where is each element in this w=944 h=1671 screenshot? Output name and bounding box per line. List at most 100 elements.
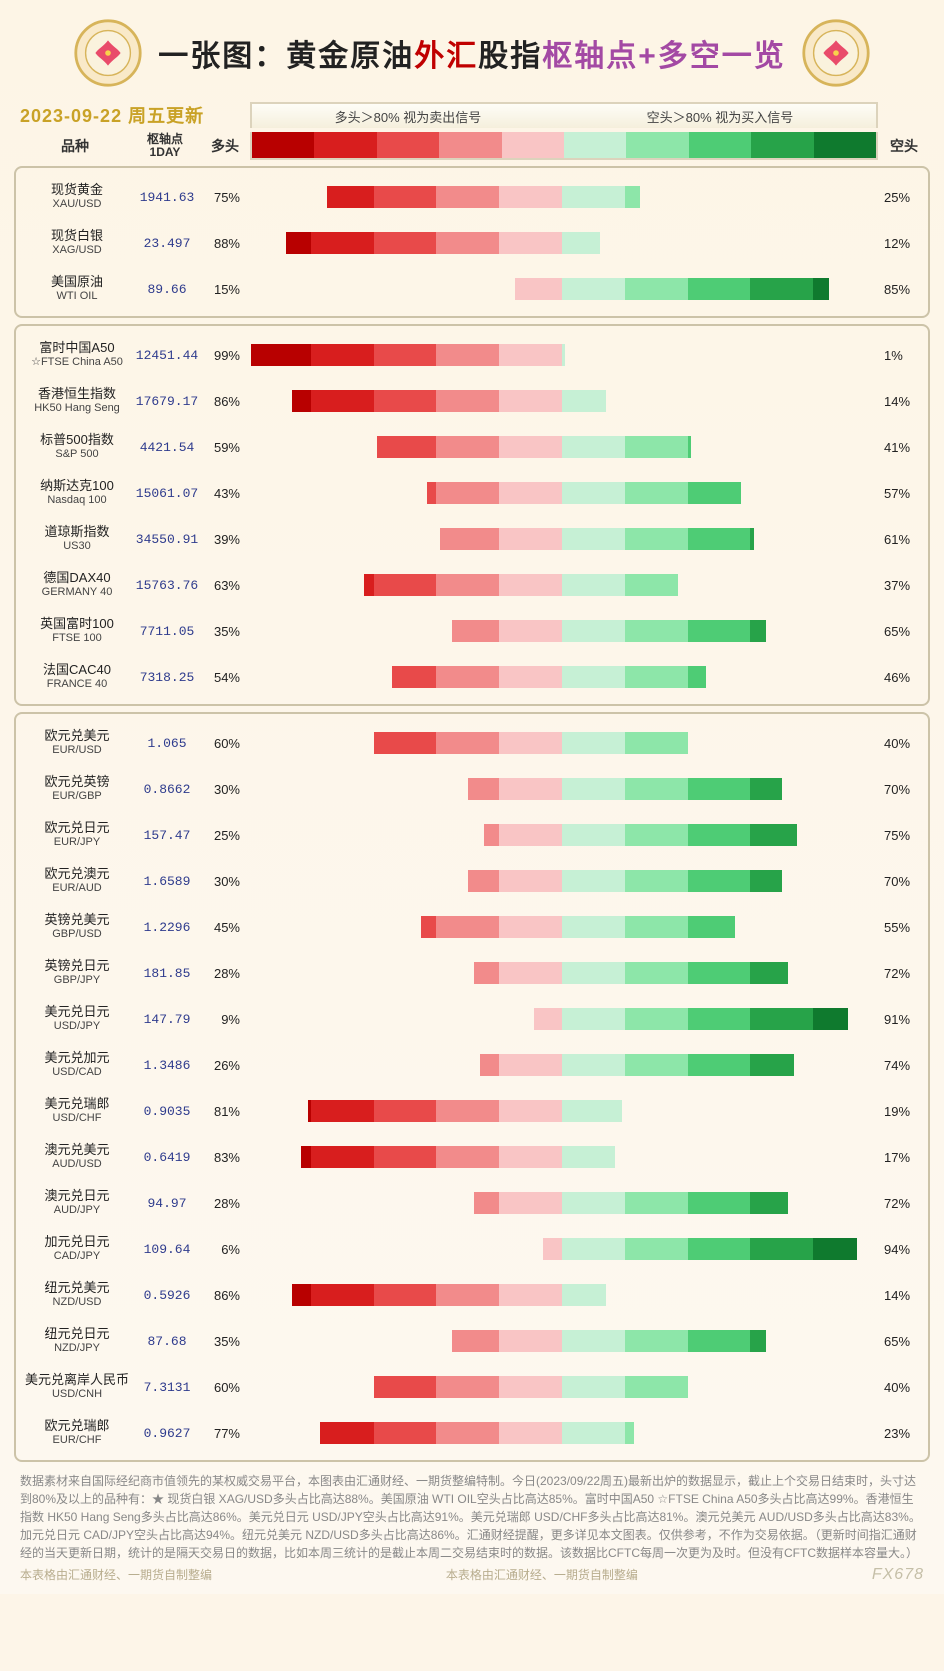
col-long: 多头: [200, 136, 250, 156]
short-bar: [562, 436, 691, 458]
short-pct: 25%: [880, 190, 922, 205]
long-bar: [286, 232, 562, 254]
bar-zone: [248, 1052, 876, 1078]
bar-segment: [562, 1054, 625, 1076]
bar-segment: [499, 666, 562, 688]
pivot-value: 109.64: [132, 1242, 202, 1257]
long-pct: 77%: [202, 1426, 244, 1441]
bar-segment: [499, 1146, 562, 1168]
bar-segment: [813, 1238, 857, 1260]
bar-zone: [248, 480, 876, 506]
short-pct: 57%: [880, 486, 922, 501]
bar-segment: [499, 1422, 562, 1444]
bar-zone: [248, 1236, 876, 1262]
bar-segment: [436, 666, 499, 688]
long-pct: 28%: [202, 966, 244, 981]
short-bar: [562, 870, 782, 892]
pivot-value: 7318.25: [132, 670, 202, 685]
column-labels: 品种 枢轴点 1DAY 多头: [20, 132, 250, 160]
long-bar: [364, 574, 562, 596]
ramp-cell: [502, 132, 564, 158]
bar-segment: [688, 620, 751, 642]
bar-segment: [436, 186, 499, 208]
short-pct: 65%: [880, 624, 922, 639]
short-pct: 70%: [880, 782, 922, 797]
bar-segment: [750, 1008, 813, 1030]
short-bar: [562, 482, 741, 504]
long-bar: [515, 278, 562, 300]
bar-zone: [248, 1420, 876, 1446]
bar-zone: [248, 1282, 876, 1308]
bar-segment: [327, 186, 374, 208]
long-pct: 83%: [202, 1150, 244, 1165]
bar-zone: [248, 664, 876, 690]
pivot-value: 0.9627: [132, 1426, 202, 1441]
bar-segment: [436, 1100, 499, 1122]
bar-segment: [688, 1008, 751, 1030]
bar-segment: [750, 824, 797, 846]
bar-segment: [813, 278, 829, 300]
long-pct: 60%: [202, 736, 244, 751]
bar-segment: [625, 1376, 688, 1398]
instrument-name: 现货黄金XAU/USD: [22, 183, 132, 211]
short-pct: 46%: [880, 670, 922, 685]
long-bar: [468, 870, 562, 892]
short-pct: 40%: [880, 736, 922, 751]
section: 现货黄金XAU/USD1941.6375%25%现货白银XAG/USD23.49…: [14, 166, 930, 318]
pivot-value: 0.8662: [132, 782, 202, 797]
pivot-value: 181.85: [132, 966, 202, 981]
bar-segment: [625, 528, 688, 550]
bar-segment: [534, 1008, 562, 1030]
table-row: 纽元兑日元NZD/JPY87.6835%65%: [16, 1318, 928, 1364]
bar-segment: [374, 232, 437, 254]
bar-segment: [625, 278, 688, 300]
bar-segment: [562, 278, 625, 300]
table-row: 富时中国A50☆FTSE China A5012451.4499%1%: [16, 332, 928, 378]
bar-segment: [499, 436, 562, 458]
bar-segment: [374, 390, 437, 412]
page-title: 一张图：黄金原油外汇股指枢轴点+多空一览: [158, 31, 786, 75]
credit-left: 本表格由汇通财经、一期货自制整编: [20, 1566, 212, 1584]
bar-segment: [562, 574, 625, 596]
col-name: 品种: [20, 136, 130, 156]
bar-zone: [248, 960, 876, 986]
color-ramp: [250, 132, 878, 160]
long-bar: [480, 1054, 562, 1076]
title-plus: +多空一览: [638, 40, 786, 73]
bar-segment: [374, 1146, 437, 1168]
bar-zone: [248, 1328, 876, 1354]
bar-segment: [625, 1192, 688, 1214]
instrument-name: 美元兑加元USD/CAD: [22, 1051, 132, 1079]
bar-segment: [750, 620, 766, 642]
bar-segment: [499, 732, 562, 754]
bar-zone: [248, 230, 876, 256]
bar-segment: [436, 916, 499, 938]
bar-segment: [374, 1284, 437, 1306]
bar-segment: [301, 1146, 310, 1168]
title-gold: 黄金原油: [286, 40, 414, 73]
bar-segment: [436, 344, 499, 366]
bar-zone: [248, 434, 876, 460]
bar-segment: [499, 870, 562, 892]
bar-zone: [248, 1144, 876, 1170]
bar-segment: [688, 482, 741, 504]
bar-segment: [688, 824, 751, 846]
bar-segment: [688, 916, 735, 938]
credits-row: 本表格由汇通财经、一期货自制整编 本表格由汇通财经、一期货自制整编 FX678: [20, 1566, 924, 1584]
short-bar: [562, 916, 735, 938]
pivot-value: 4421.54: [132, 440, 202, 455]
instrument-name: 美元兑瑞郎USD/CHF: [22, 1097, 132, 1125]
bar-segment: [562, 1008, 625, 1030]
bar-segment: [436, 390, 499, 412]
bar-segment: [474, 962, 499, 984]
bar-segment: [452, 620, 499, 642]
bar-zone: [248, 730, 876, 756]
pivot-value: 17679.17: [132, 394, 202, 409]
title-fx: 外汇: [414, 40, 478, 73]
medal-icon-right: [801, 18, 871, 88]
table-row: 现货白银XAG/USD23.49788%12%: [16, 220, 928, 266]
bar-segment: [625, 1422, 634, 1444]
bar-segment: [499, 1330, 562, 1352]
short-bar: [562, 528, 754, 550]
footnote-text: 数据素材来自国际经纪商市值领先的某权威交易平台，本图表由汇通财经、一期货整编特制…: [20, 1472, 924, 1562]
